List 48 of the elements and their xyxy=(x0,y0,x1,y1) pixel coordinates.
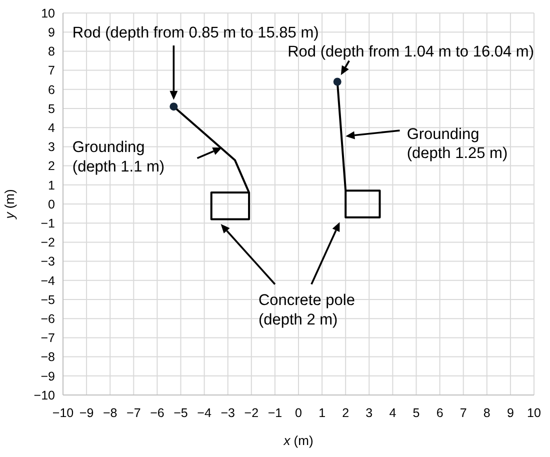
y-tick-label: −1 xyxy=(40,216,56,230)
y-axis-title: y (m) xyxy=(2,189,17,220)
y-tick-label: −5 xyxy=(40,292,56,307)
x-tick-label: 8 xyxy=(483,406,490,420)
y-tick-label: −6 xyxy=(40,312,56,326)
x-tick-label: −8 xyxy=(102,406,118,420)
x-tick-label: 6 xyxy=(436,406,444,420)
y-tick-label: 10 xyxy=(41,6,56,20)
y-tick-label: 2 xyxy=(48,159,56,174)
x-axis-title: x (m) xyxy=(282,433,314,448)
y-tick-label: 5 xyxy=(48,102,56,116)
x-tick-label: −6 xyxy=(150,406,164,420)
y-tick-label: 8 xyxy=(48,44,56,59)
x-tick-label: −4 xyxy=(197,406,212,420)
annotation: Rod (depth from 1.04 m to 16.04 m) xyxy=(288,44,534,61)
annotation: Grounding (depth 1.1 m) xyxy=(72,139,165,176)
x-tick-label: 10 xyxy=(527,406,541,420)
y-tick-label: −7 xyxy=(40,331,56,346)
y-tick-label: −3 xyxy=(40,254,56,269)
x-tick-label: −3 xyxy=(220,406,236,420)
x-tick-label: 1 xyxy=(318,406,326,420)
x-tick-label: −5 xyxy=(174,406,188,420)
x-tick-label: −1 xyxy=(268,406,282,420)
x-tick-label: −9 xyxy=(79,406,94,420)
x-tick-label: 0 xyxy=(295,406,302,420)
x-tick-label: 5 xyxy=(412,406,420,420)
annotation: Grounding (depth 1.25 m) xyxy=(406,126,508,162)
y-tick-label: −9 xyxy=(40,369,56,384)
y-tick-label: 3 xyxy=(48,140,56,154)
y-tick-label: 0 xyxy=(48,197,56,212)
x-tick-label: 9 xyxy=(506,406,514,420)
y-tick-label: 1 xyxy=(48,178,56,192)
annotation: Concrete pole (depth 2 m) xyxy=(258,292,355,328)
y-tick-label: −4 xyxy=(40,274,56,288)
x-tick-label: 7 xyxy=(460,406,467,420)
annotation: Rod (depth from 0.85 m to 15.85 m) xyxy=(72,24,319,42)
y-tick-label: −10 xyxy=(34,388,56,402)
y-tick-label: 4 xyxy=(48,120,56,135)
x-tick-label: 3 xyxy=(366,406,373,420)
y-tick-label: −2 xyxy=(40,236,56,250)
x-tick-label: 2 xyxy=(342,406,350,420)
y-tick-label: 9 xyxy=(48,25,56,40)
x-tick-label: 4 xyxy=(389,406,396,420)
y-tick-label: 6 xyxy=(48,82,56,97)
x-tick-label: −2 xyxy=(244,406,259,420)
y-tick-label: 7 xyxy=(48,64,56,78)
x-tick-label: −7 xyxy=(126,406,141,420)
y-tick-label: −8 xyxy=(40,350,56,364)
